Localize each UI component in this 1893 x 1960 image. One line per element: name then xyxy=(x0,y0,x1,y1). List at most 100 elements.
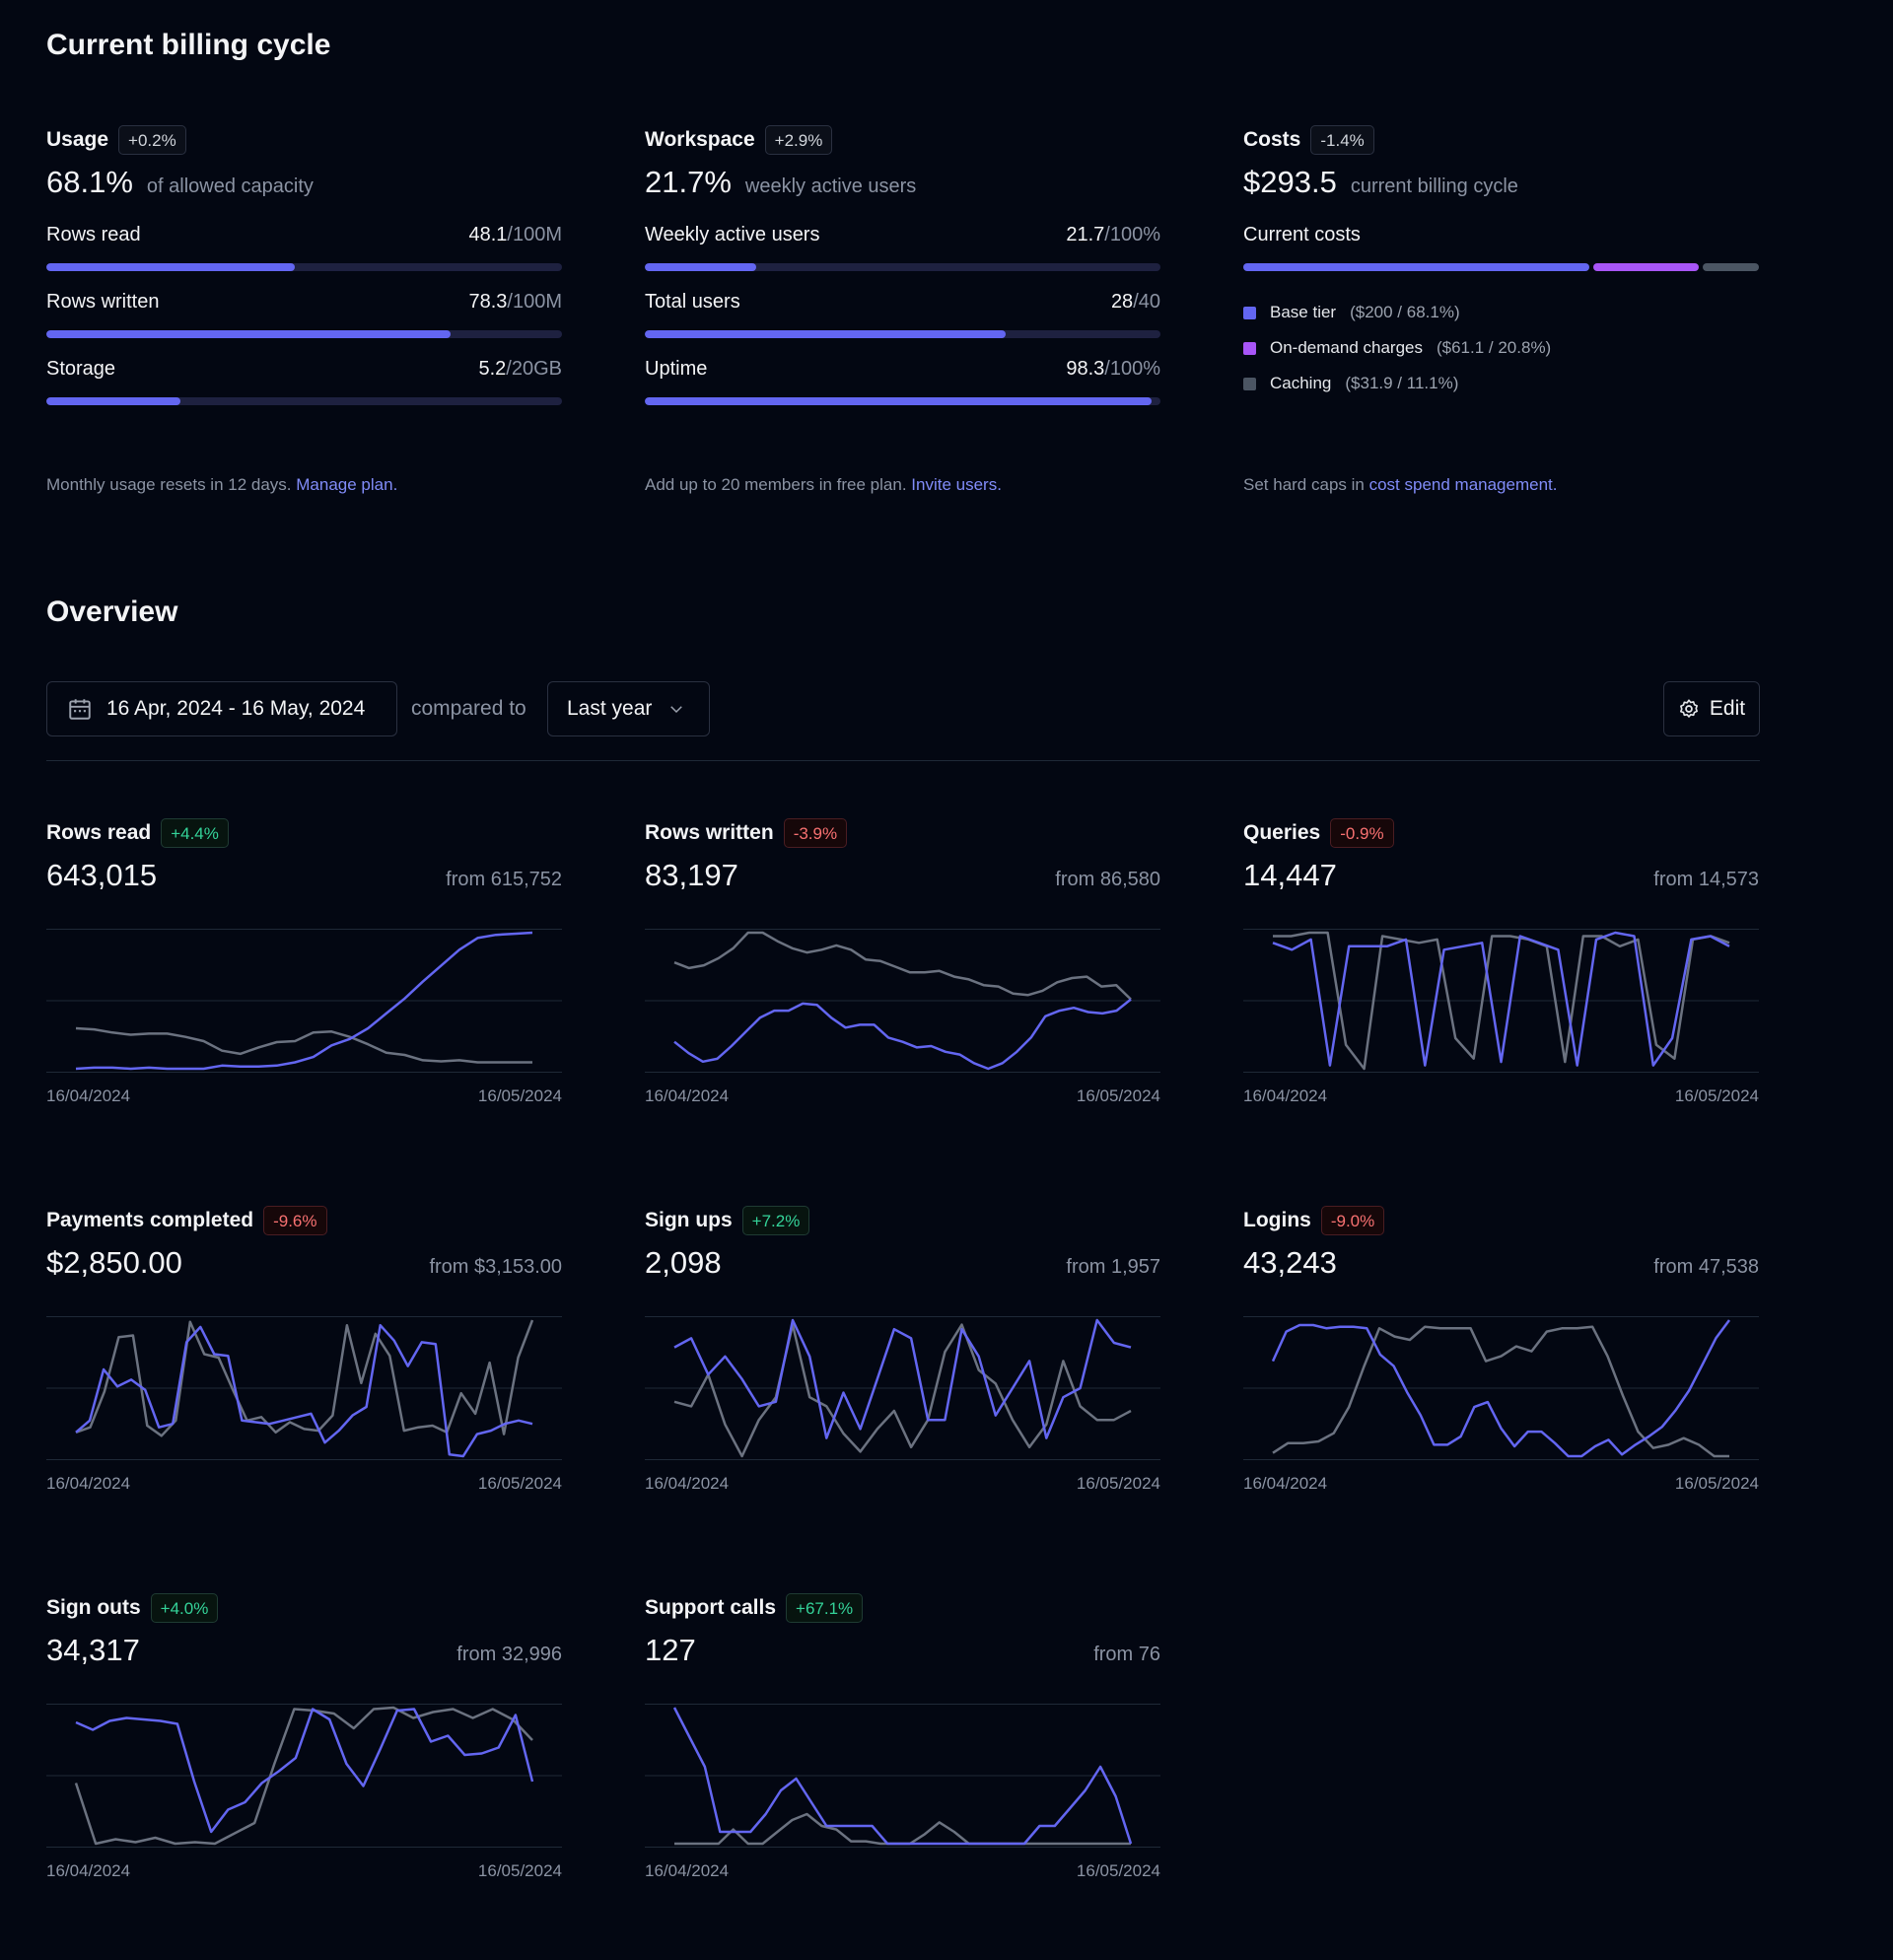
x-axis-start-label: 16/04/2024 xyxy=(46,1474,131,1493)
x-axis-end-label: 16/05/2024 xyxy=(477,1861,562,1880)
previous-period-line xyxy=(673,931,1132,1001)
usage-title: Usage xyxy=(46,128,109,151)
costs-legend: Base tier ($200 / 68.1%) On-demand charg… xyxy=(1243,295,1759,401)
chart-from-value: from 32,996 xyxy=(456,1644,562,1665)
costs-title: Costs xyxy=(1243,128,1301,151)
legend-swatch xyxy=(1243,341,1256,355)
chart-from-value: from $3,153.00 xyxy=(429,1256,562,1278)
billing-heading: Current billing cycle xyxy=(46,29,331,61)
progress-fill xyxy=(645,330,1007,338)
costs-breakdown: Current costs Base tier ($200 / 68.1%) O… xyxy=(1243,224,1760,401)
current-period-line xyxy=(1271,1319,1731,1458)
gear-icon xyxy=(1679,699,1698,718)
legend-detail: ($61.1 / 20.8%) xyxy=(1436,338,1552,357)
x-axis-end-label: 16/05/2024 xyxy=(1076,1086,1160,1105)
metric-value: 48.1 xyxy=(468,224,508,245)
chart-card-sign-ups: Sign ups +7.2% 2,098 from 1,957 16/04/20… xyxy=(645,1206,1160,1494)
x-axis-end-label: 16/05/2024 xyxy=(477,1474,562,1493)
line-chart xyxy=(1243,1316,1759,1460)
edit-label: Edit xyxy=(1709,697,1746,720)
costs-stacked-bar xyxy=(1243,263,1760,271)
current-period-line xyxy=(75,1708,534,1834)
progress-bar xyxy=(46,330,562,338)
current-period-line xyxy=(673,1318,1132,1439)
usage-value-sub: of allowed capacity xyxy=(146,175,314,197)
x-axis-start-label: 16/04/2024 xyxy=(46,1086,131,1105)
legend-detail: ($31.9 / 11.1%) xyxy=(1345,374,1459,392)
change-badge: -9.0% xyxy=(1320,1206,1385,1235)
usage-badge: +0.2% xyxy=(118,125,186,155)
change-badge: +4.0% xyxy=(150,1593,219,1623)
progress-bar xyxy=(645,263,1160,271)
x-axis-start-label: 16/04/2024 xyxy=(1243,1474,1328,1493)
metric-label: Weekly active users xyxy=(645,224,820,245)
metric-max: /100% xyxy=(1104,224,1160,245)
current-period-line xyxy=(75,1323,533,1458)
compared-to-label: compared to xyxy=(411,697,526,720)
overview-heading: Overview xyxy=(46,595,178,628)
line-chart xyxy=(645,1316,1160,1460)
cost-segment-caching xyxy=(1702,263,1760,271)
chart-value: 127 xyxy=(645,1633,696,1667)
chevron-down-icon xyxy=(670,706,683,714)
progress-bar xyxy=(46,397,562,405)
legend-label: Base tier xyxy=(1270,303,1337,321)
metric-label: Uptime xyxy=(645,358,708,380)
progress-bar xyxy=(645,397,1160,405)
chart-card-sign-outs: Sign outs +4.0% 34,317 from 32,996 16/04… xyxy=(46,1593,562,1881)
current-period-line xyxy=(1272,931,1730,1067)
workspace-footnote: Add up to 20 members in free plan. Invit… xyxy=(645,475,1002,495)
chart-card-rows-written: Rows written -3.9% 83,197 from 86,580 16… xyxy=(645,818,1160,1106)
legend-item-base-tier: Base tier ($200 / 68.1%) xyxy=(1243,295,1759,330)
chart-from-value: from 47,538 xyxy=(1653,1256,1759,1278)
cost-spend-management-link[interactable]: cost spend management. xyxy=(1368,475,1558,494)
x-axis-end-label: 16/05/2024 xyxy=(1674,1086,1759,1105)
invite-users-link[interactable]: Invite users. xyxy=(911,475,1002,494)
manage-plan-link[interactable]: Manage plan. xyxy=(296,475,398,494)
change-badge: -0.9% xyxy=(1330,818,1394,848)
metric-value: 98.3 xyxy=(1066,358,1105,380)
workspace-metric-uptime: Uptime 98.3/100% xyxy=(645,358,1160,405)
chart-title: Payments completed xyxy=(46,1209,254,1231)
x-axis-start-label: 16/04/2024 xyxy=(645,1861,730,1880)
previous-period-line xyxy=(74,1706,533,1846)
change-badge: -3.9% xyxy=(783,818,848,848)
edit-button[interactable]: Edit xyxy=(1663,681,1760,736)
chart-value: 43,243 xyxy=(1243,1245,1337,1280)
x-axis-end-label: 16/05/2024 xyxy=(1076,1474,1160,1493)
compare-period-select[interactable]: Last year xyxy=(547,681,710,736)
previous-period-line xyxy=(1273,931,1730,1071)
usage-value: 68.1% xyxy=(46,165,133,199)
x-axis-start-label: 16/04/2024 xyxy=(46,1861,131,1880)
x-axis-end-label: 16/05/2024 xyxy=(477,1086,562,1105)
usage-metric-rows-read: Rows read 48.1/100M xyxy=(46,224,562,271)
x-axis-start-label: 16/04/2024 xyxy=(1243,1086,1328,1105)
costs-card: Costs -1.4% $293.5 current billing cycle… xyxy=(1243,125,1760,401)
costs-value: $293.5 xyxy=(1243,165,1337,199)
chart-card-queries: Queries -0.9% 14,447 from 14,573 16/04/2… xyxy=(1243,818,1759,1106)
current-period-line xyxy=(672,1707,1133,1846)
previous-period-line xyxy=(673,1323,1132,1458)
workspace-value-sub: weekly active users xyxy=(744,175,917,197)
usage-metric-storage: Storage 5.2/20GB xyxy=(46,358,562,405)
line-chart xyxy=(46,929,562,1073)
chart-value: 14,447 xyxy=(1243,858,1337,892)
change-badge: +7.2% xyxy=(741,1206,810,1235)
date-range-picker[interactable]: 16 Apr, 2024 - 16 May, 2024 xyxy=(46,681,397,736)
chart-title: Queries xyxy=(1243,821,1321,844)
legend-item-caching: Caching ($31.9 / 11.1%) xyxy=(1243,366,1759,401)
chart-from-value: from 615,752 xyxy=(446,869,562,890)
workspace-badge: +2.9% xyxy=(764,125,833,155)
chart-card-rows-read: Rows read +4.4% 643,015 from 615,752 16/… xyxy=(46,818,562,1106)
chart-title: Sign outs xyxy=(46,1596,141,1619)
x-axis-start-label: 16/04/2024 xyxy=(645,1474,730,1493)
current-period-line xyxy=(75,931,533,1071)
metric-label: Storage xyxy=(46,358,116,380)
metric-max: /100M xyxy=(507,224,562,245)
usage-footnote: Monthly usage resets in 12 days. Manage … xyxy=(46,475,397,495)
chart-title: Rows written xyxy=(645,821,774,844)
chart-card-payments-completed: Payments completed -9.6% $2,850.00 from … xyxy=(46,1206,562,1494)
metric-value: 28 xyxy=(1110,291,1134,313)
overview-toolbar: 16 Apr, 2024 - 16 May, 2024 compared to … xyxy=(46,681,1760,736)
